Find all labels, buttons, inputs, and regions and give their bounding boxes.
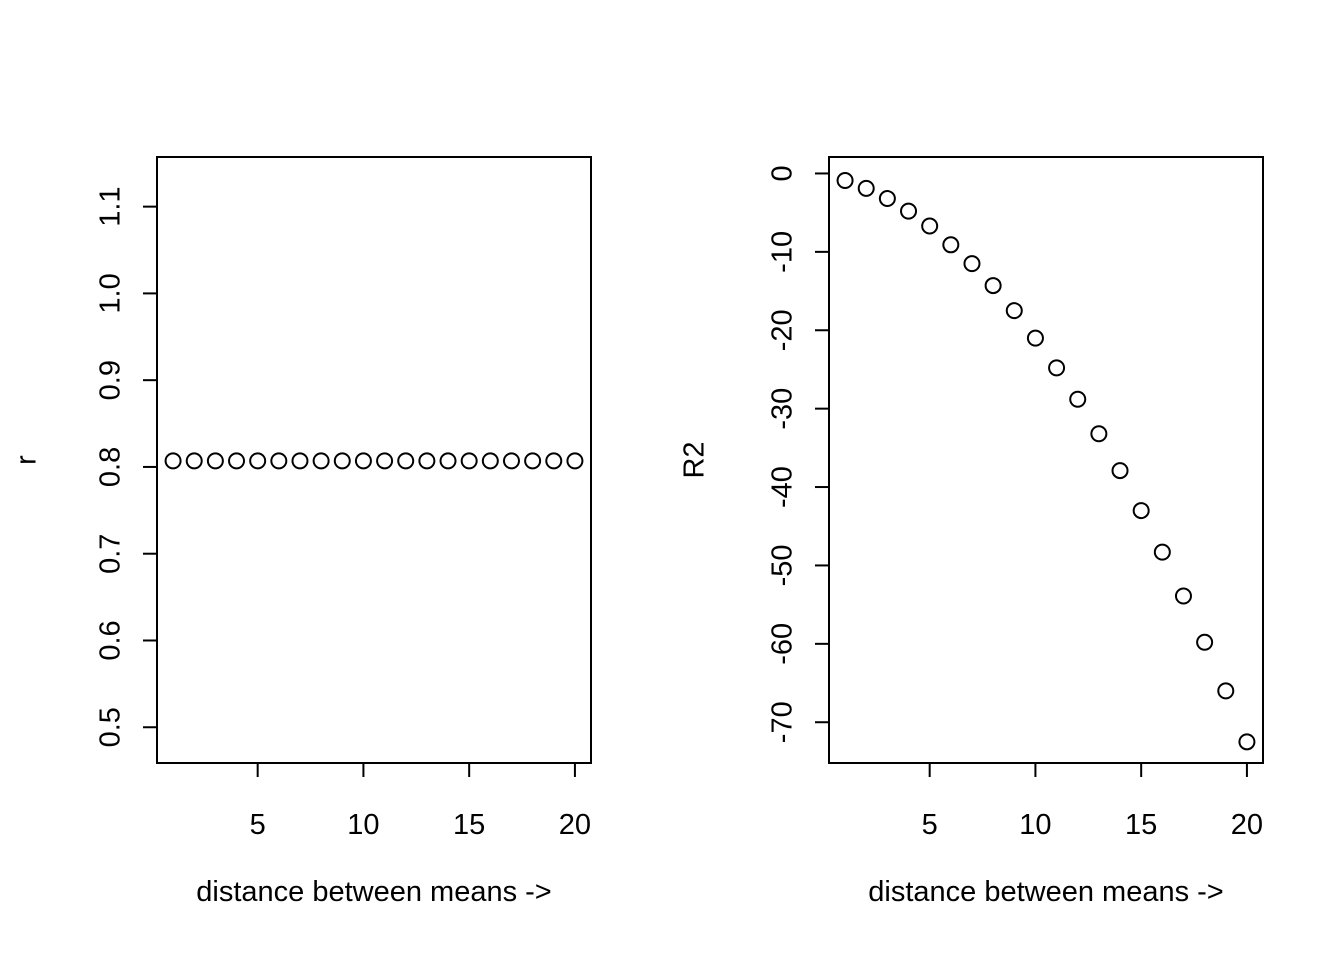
data-point [418, 452, 436, 470]
data-point [481, 452, 499, 470]
y-tick-label: -40 [767, 466, 799, 508]
data-point [397, 452, 415, 470]
data-point [1132, 502, 1150, 520]
data-point [900, 202, 918, 220]
chart-panel-2: 5 10 15 20 0 -10 -20 -30 -40 -50 -60 -70 distance be… [679, 156, 1264, 908]
y-tick-label: 0.9 [95, 360, 127, 400]
y-axis-label: R2 [679, 441, 711, 478]
data-point [1069, 390, 1087, 408]
y-tick-label: 0.8 [95, 447, 127, 487]
y-tick-label: -60 [767, 623, 799, 665]
x-tick-label: 10 [347, 809, 379, 841]
data-point [857, 179, 875, 197]
y-tick-label: 1.0 [95, 273, 127, 313]
y-tick-label: -30 [767, 388, 799, 430]
data-point [460, 452, 478, 470]
data-point [1174, 587, 1192, 605]
data-point [545, 452, 563, 470]
y-axis-label: r [11, 455, 43, 465]
x-tick-label: 15 [1125, 809, 1157, 841]
data-point [249, 452, 267, 470]
data-point [376, 452, 394, 470]
data-point [878, 190, 896, 208]
y-tick-label: 1.1 [95, 186, 127, 226]
data-point [1238, 733, 1256, 751]
data-point [1026, 329, 1044, 347]
plot-frame [828, 156, 1264, 764]
data-point [566, 452, 584, 470]
x-tick-label: 5 [922, 809, 938, 841]
y-tick-label: -70 [767, 701, 799, 743]
data-point [1217, 682, 1235, 700]
y-tick-label: -10 [767, 231, 799, 273]
data-point [921, 217, 939, 235]
data-point [942, 236, 960, 254]
data-point [270, 452, 288, 470]
x-axis-label: distance between means -> [196, 876, 551, 908]
x-tick-label: 20 [559, 809, 591, 841]
data-point [836, 172, 854, 190]
x-tick-label: 5 [250, 809, 266, 841]
data-point [963, 255, 981, 273]
data-point [354, 452, 372, 470]
data-point [185, 452, 203, 470]
y-tick-label: 0.7 [95, 534, 127, 574]
data-point [524, 452, 542, 470]
x-tick-label: 10 [1019, 809, 1051, 841]
data-point [333, 452, 351, 470]
data-point [502, 452, 520, 470]
x-tick-label: 15 [453, 809, 485, 841]
data-point [1005, 302, 1023, 320]
data-point [206, 452, 224, 470]
data-point [164, 452, 182, 470]
data-point [1111, 462, 1129, 480]
x-axis-label: distance between means -> [868, 876, 1223, 908]
data-point [312, 452, 330, 470]
y-tick-label: 0.5 [95, 707, 127, 747]
data-point [439, 452, 457, 470]
y-tick-label: 0 [767, 165, 799, 181]
data-point [1196, 633, 1214, 651]
data-point [1090, 425, 1108, 443]
x-tick-label: 20 [1231, 809, 1263, 841]
y-tick-label: -50 [767, 544, 799, 586]
y-tick-label: 0.6 [95, 620, 127, 660]
y-tick-label: -20 [767, 309, 799, 351]
data-point [984, 277, 1002, 295]
data-point [228, 452, 246, 470]
data-point [1153, 543, 1171, 561]
data-point [291, 452, 309, 470]
data-point [1048, 359, 1066, 377]
chart-panel-1: 5 10 15 20 0.5 0.6 0.7 0.8 0.9 1.0 1.1 distance bet… [11, 156, 592, 908]
